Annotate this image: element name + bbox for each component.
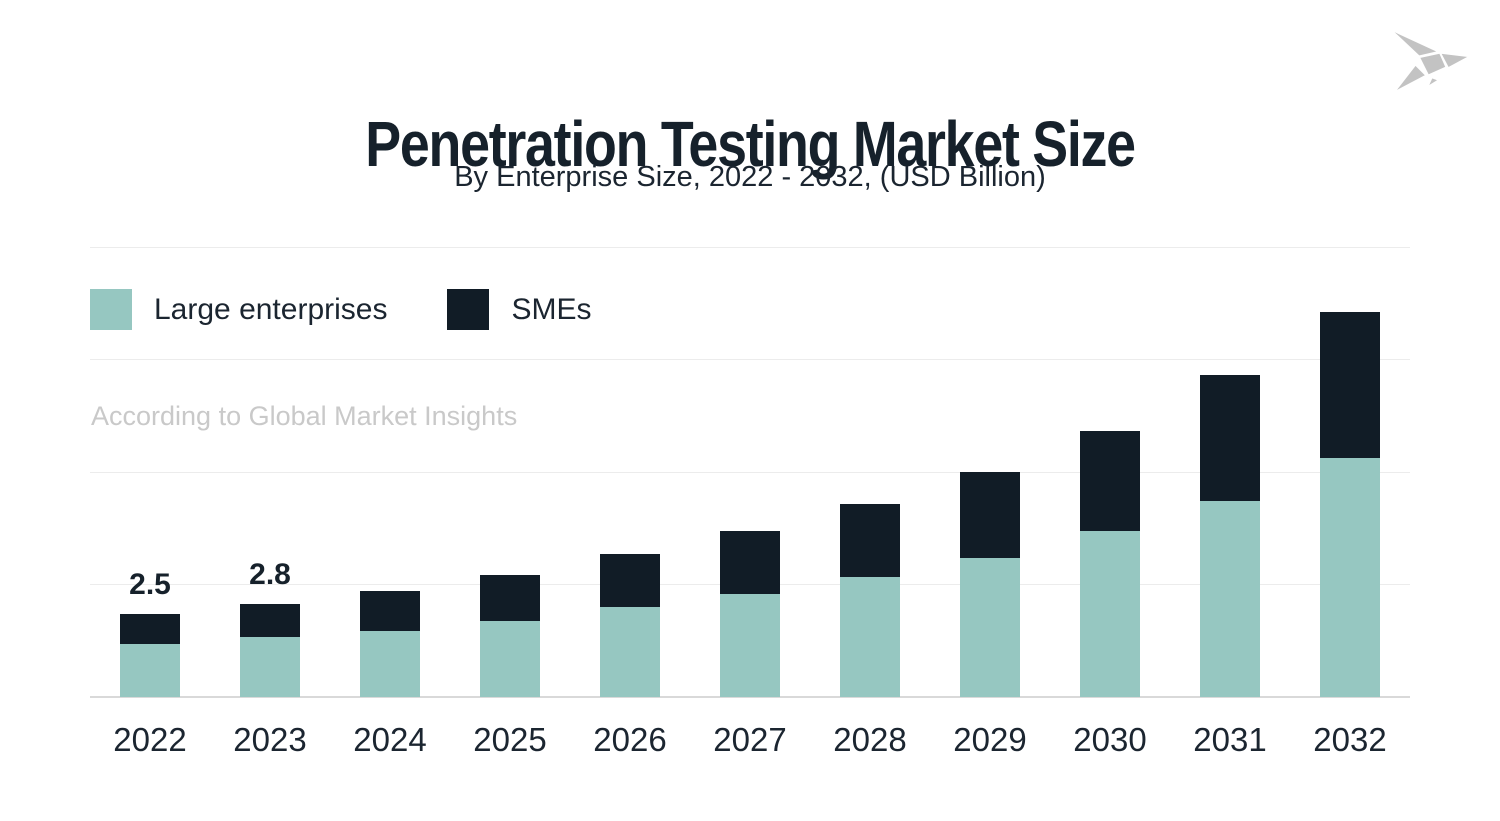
bar-segment-large-enterprises [360,631,420,697]
page-title: Penetration Testing Market Size [365,107,1136,180]
origami-bird-logo-icon [1389,28,1471,94]
bar-segment-smes [1080,431,1140,531]
logo-head-shape [1439,51,1471,70]
bar-segment-large-enterprises [960,558,1020,697]
bar-segment-large-enterprises [120,644,180,697]
bar-segment-large-enterprises [1320,458,1380,697]
legend-item-smes: SMEs [447,289,591,330]
x-axis-tick-label: 2030 [1073,721,1147,758]
logo-wing-shape [1389,28,1440,58]
legend-swatch-smes [447,289,490,330]
x-axis-tick-label: 2024 [353,721,427,758]
bar-segment-large-enterprises [600,607,660,697]
bar-segment-smes [480,575,540,621]
bar-segment-smes [960,472,1020,558]
bar-segment-smes [360,591,420,631]
chart-legend: Large enterprises SMEs [90,289,591,330]
bar-segment-smes [840,504,900,577]
logo-leg-shape [1426,76,1440,89]
bar-2023 [240,604,300,697]
bar-segment-smes [240,604,300,637]
bar-2026 [600,554,660,697]
bar-segment-smes [1320,312,1380,458]
bar-segment-large-enterprises [840,577,900,697]
x-axis-tick-label: 2025 [473,721,547,758]
gridline [90,472,1410,473]
gridline [90,247,1410,248]
logo-body-shape [1418,51,1448,77]
bar-segment-large-enterprises [480,621,540,697]
bar-segment-smes [1200,375,1260,501]
logo-tail-shape [1392,63,1428,94]
bar-2027 [720,531,780,697]
x-axis-tick-label: 2029 [953,721,1027,758]
bar-segment-smes [120,614,180,644]
x-axis-tick-label: 2028 [833,721,907,758]
legend-label-large-enterprises: Large enterprises [154,292,388,326]
x-axis-tick-label: 2032 [1313,721,1387,758]
source-attribution: According to Global Market Insights [91,401,518,431]
bar-2025 [480,575,540,697]
legend-swatch-large-enterprises [90,289,132,330]
page-subtitle: By Enterprise Size, 2022 - 2032, (USD Bi… [454,161,1046,193]
legend-label-smes: SMEs [511,292,592,326]
bar-segment-large-enterprises [1080,531,1140,697]
x-axis-tick-label: 2031 [1193,721,1267,758]
bar-segment-smes [600,554,660,607]
x-axis-tick-label: 2022 [113,721,187,758]
bar-2030 [1080,431,1140,697]
bar-2031 [1200,375,1260,697]
bar-2029 [960,472,1020,697]
bar-value-label: 2.8 [249,558,291,591]
x-axis-line [90,696,1410,698]
bar-segment-large-enterprises [1200,501,1260,697]
x-axis-tick-label: 2026 [593,721,667,758]
gridline [90,359,1410,360]
legend-item-large-enterprises: Large enterprises [90,289,387,330]
bar-2028 [840,504,900,697]
x-axis-tick-label: 2027 [713,721,787,758]
bar-segment-large-enterprises [720,594,780,697]
bar-2032 [1320,312,1380,697]
bar-value-label: 2.5 [129,568,171,601]
bar-2022 [120,614,180,697]
x-axis-tick-label: 2023 [233,721,307,758]
bar-segment-large-enterprises [240,637,300,697]
bar-segment-smes [720,531,780,594]
bar-2024 [360,591,420,697]
